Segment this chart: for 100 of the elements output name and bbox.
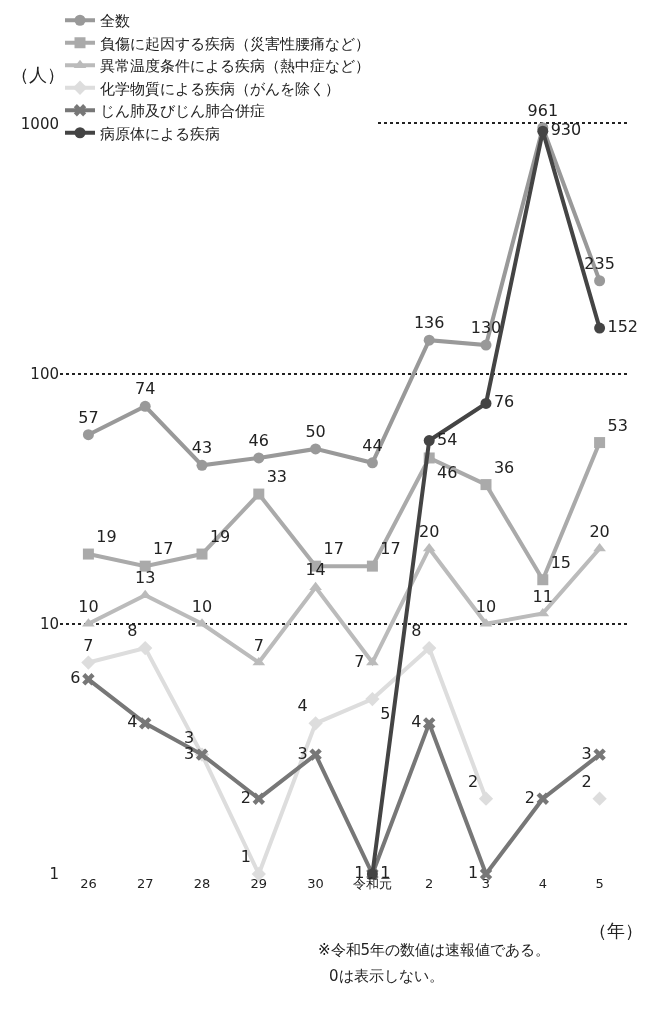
x-tick-label: 27: [136, 876, 154, 891]
point: [480, 339, 492, 351]
point: [138, 589, 152, 599]
y-tick-label: 10: [39, 615, 59, 634]
data-label: 152: [607, 317, 639, 337]
x-tick-label: 30: [307, 876, 324, 891]
point: [138, 717, 152, 730]
point: [308, 716, 323, 731]
point: [310, 443, 322, 455]
x-tick-label: 29: [250, 876, 268, 891]
point: [139, 400, 151, 412]
data-label: 2: [524, 787, 535, 807]
data-label: 36: [493, 457, 515, 477]
data-label: 17: [323, 539, 344, 559]
data-label: 44: [362, 435, 383, 455]
point: [423, 435, 435, 447]
point: [252, 792, 266, 805]
y-tick-label: 1000: [20, 114, 59, 133]
point: [82, 673, 95, 686]
data-label: 136: [413, 313, 445, 333]
point: [82, 548, 94, 560]
data-label: 54: [437, 429, 458, 449]
x-axis-title: （年）: [589, 920, 643, 941]
data-label: 13: [135, 568, 156, 588]
data-label: 3: [581, 743, 592, 763]
data-label: 76: [493, 392, 515, 412]
point: [594, 322, 606, 334]
data-label: 1: [467, 863, 479, 882]
data-label: 15: [550, 552, 572, 572]
data-label: 2: [240, 787, 251, 807]
x-tick-label: 28: [193, 876, 211, 891]
y-tick-label: 100: [30, 364, 59, 383]
x-tick-label: 26: [80, 876, 97, 891]
x-tick-label: 4: [538, 876, 547, 891]
data-label: 11: [532, 586, 553, 606]
data-label: 3: [297, 743, 308, 763]
data-label: 20: [589, 521, 610, 541]
point: [422, 717, 436, 730]
point: [480, 479, 492, 491]
data-label: 17: [153, 539, 174, 559]
point: [81, 655, 96, 670]
data-label: 10: [78, 596, 99, 616]
data-label: 4: [297, 696, 308, 716]
data-label: 4: [411, 712, 422, 732]
data-label: 43: [191, 438, 213, 458]
data-label: 7: [253, 635, 264, 655]
point: [536, 792, 550, 805]
y-tick-label: 1: [49, 865, 59, 884]
point: [366, 560, 378, 572]
point: [138, 640, 153, 656]
point: [422, 640, 437, 656]
data-label: 50: [305, 422, 326, 442]
data-label: 6: [70, 668, 81, 688]
x-tick-label: 5: [595, 876, 604, 891]
point: [139, 560, 151, 572]
point: [253, 488, 265, 500]
legend-label: 病原体による疾病: [100, 124, 220, 143]
data-label: 53: [607, 415, 628, 435]
data-label: 4: [127, 712, 138, 732]
data-label: 7: [83, 635, 94, 655]
point: [422, 542, 436, 552]
point: [196, 548, 208, 560]
point: [537, 574, 549, 586]
data-label: 19: [209, 527, 231, 547]
data-label: 1: [240, 847, 251, 867]
data-label: 7: [354, 651, 365, 671]
data-label: 961: [527, 100, 559, 120]
legend-label: 負傷に起因する疾病（災害性腰痛など）: [100, 34, 370, 53]
point: [309, 748, 322, 761]
legend-label: 全数: [100, 12, 130, 31]
data-label: 5: [380, 703, 391, 723]
data-label: 14: [305, 560, 326, 580]
legend-label: 化学物質による疾病（がんを除く）: [100, 79, 340, 98]
data-label: 19: [96, 527, 117, 547]
point: [253, 452, 265, 464]
point: [592, 791, 607, 806]
point: [593, 542, 606, 552]
point: [423, 334, 435, 346]
text: 0は表示しない。: [329, 967, 444, 985]
data-label: 10: [191, 596, 213, 616]
data-label: 10: [475, 596, 497, 616]
data-label: 2: [467, 771, 479, 791]
point: [594, 275, 606, 287]
point: [536, 607, 550, 617]
point: [594, 437, 606, 449]
data-label: 74: [135, 379, 156, 399]
data-label: 235: [584, 253, 615, 273]
data-label: 17: [380, 539, 401, 559]
data-label: 46: [248, 431, 269, 451]
x-tick-label: 3: [481, 876, 491, 891]
text: ※令和5年の数値は速報値である。: [318, 941, 551, 959]
point: [196, 459, 208, 471]
point: [365, 691, 380, 707]
data-label: 46: [437, 462, 458, 482]
data-label: 57: [78, 407, 99, 427]
point: [366, 457, 378, 469]
point: [479, 867, 493, 881]
y-axis-title: （人）: [11, 64, 65, 85]
data-label: 33: [266, 467, 288, 487]
data-label: 130: [470, 318, 502, 338]
